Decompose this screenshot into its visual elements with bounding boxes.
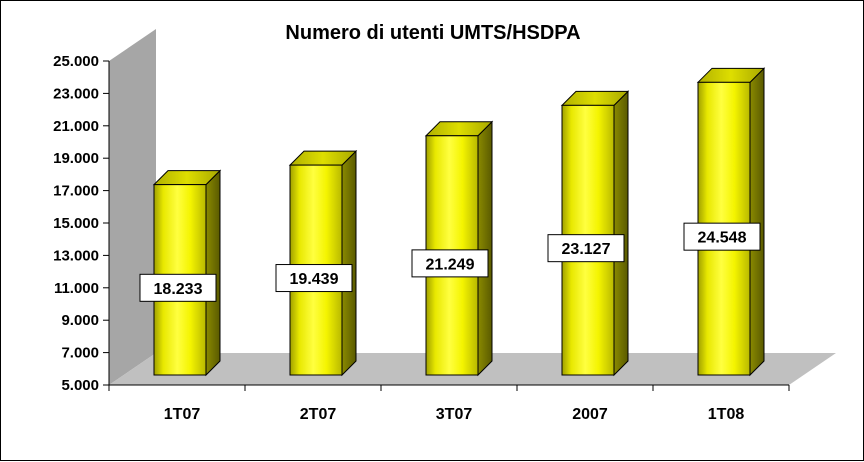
data-label-box xyxy=(139,273,217,302)
x-tick-label: 1T07 xyxy=(164,406,201,423)
bar-side-face xyxy=(749,67,765,377)
bar-side-face xyxy=(613,90,629,377)
y-tick-label: 17.000 xyxy=(53,183,99,200)
bar-side-face xyxy=(205,169,221,377)
data-label-box xyxy=(275,264,353,293)
y-tick-label: 7.000 xyxy=(61,345,99,362)
data-label-box xyxy=(547,234,625,263)
axes: 5.000 7.000 9.000 11.000 13.000 15.000 17.000 1… xyxy=(53,53,790,423)
data-label: 23.127 xyxy=(547,234,625,263)
x-tick-label: 3T07 xyxy=(436,406,473,423)
data-label: 18.233 xyxy=(139,273,217,302)
data-label-text: 19.439 xyxy=(290,271,339,288)
y-tick-label: 19.000 xyxy=(53,150,99,167)
y-tick-label: 23.000 xyxy=(53,85,99,102)
y-tick-label: 5.000 xyxy=(61,377,99,394)
y-tick-label: 21.000 xyxy=(53,118,99,135)
y-tick-label: 13.000 xyxy=(53,247,99,264)
data-label-text: 24.548 xyxy=(698,230,747,247)
bar xyxy=(288,149,358,377)
data-labels: 18.233 19.439 21.249 23.127 24.548 xyxy=(139,222,761,302)
data-label: 24.548 xyxy=(683,222,761,251)
x-tick-label: 1T08 xyxy=(708,406,745,423)
bar xyxy=(424,120,494,377)
y-tick-label: 9.000 xyxy=(61,312,99,329)
y-tick-label: 25.000 xyxy=(53,53,99,70)
data-label-box xyxy=(683,222,761,251)
chart-title: Numero di utenti UMTS/HSDPA xyxy=(285,22,580,44)
bar-side-face xyxy=(477,120,493,377)
y-tick-label: 15.000 xyxy=(53,215,99,232)
bar xyxy=(560,90,630,377)
bars xyxy=(152,67,766,377)
data-label-text: 18.233 xyxy=(154,281,203,298)
x-tick-label: 2T07 xyxy=(300,406,337,423)
back-wall xyxy=(109,29,156,385)
y-tick-label: 11.000 xyxy=(54,280,99,297)
data-label-text: 21.249 xyxy=(426,256,475,273)
bar xyxy=(152,169,222,377)
bar-side-face xyxy=(341,149,357,377)
data-label-text: 23.127 xyxy=(562,241,611,258)
data-label-box xyxy=(411,249,489,278)
data-label: 19.439 xyxy=(275,264,353,293)
chart-back-wall xyxy=(109,29,156,385)
bar xyxy=(696,67,766,377)
data-label: 21.249 xyxy=(411,249,489,278)
x-tick-label: 2007 xyxy=(572,406,608,423)
